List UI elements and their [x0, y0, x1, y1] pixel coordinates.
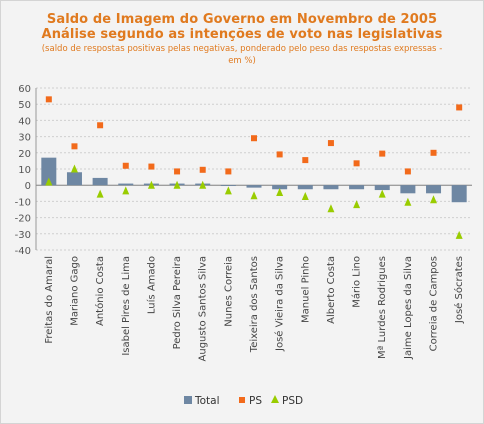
- marker-psd: [45, 177, 53, 186]
- y-tick-label: 40: [18, 116, 31, 127]
- marker-ps: [404, 168, 411, 175]
- marker-ps: [71, 143, 78, 150]
- marker-ps: [456, 104, 463, 111]
- legend-label: PS: [249, 395, 262, 407]
- x-tick-label: Isabel Pires de Lima: [121, 256, 132, 356]
- bar-total: [246, 185, 262, 188]
- bar-total: [92, 177, 108, 186]
- x-tick-label: José Vieira da Silva: [274, 256, 286, 352]
- x-tick-label: Freitas do Amaral: [44, 256, 55, 344]
- marker-ps: [225, 168, 232, 175]
- legend-label: Total: [194, 395, 220, 407]
- marker-psd: [224, 186, 232, 195]
- marker-psd: [199, 180, 207, 189]
- y-tick-label: 50: [18, 100, 31, 111]
- marker-psd: [327, 204, 335, 213]
- marker-ps: [174, 168, 181, 175]
- marker-ps: [302, 157, 309, 164]
- marker-ps: [379, 150, 386, 157]
- marker-ps: [122, 162, 129, 169]
- x-tick-label: Luís Amado: [145, 256, 157, 314]
- x-tick-label: Correia de Campos: [429, 256, 440, 351]
- legend-swatch-ps: [239, 397, 245, 403]
- marker-ps: [276, 151, 283, 158]
- y-tick-label: 0: [25, 181, 31, 192]
- x-tick-label: Jaime Lopes da Silva: [403, 256, 414, 360]
- marker-psd: [301, 192, 309, 201]
- chart-note: (saldo de respostas positivas pelas nega…: [41, 44, 443, 66]
- x-tick-label: Mª Lurdes Rodrigues: [377, 256, 388, 359]
- bar-total: [400, 185, 416, 194]
- chart-subtitle: Análise segundo as intenções de voto nas…: [41, 27, 443, 42]
- legend-swatch-psd: [271, 395, 279, 403]
- y-tick-label: -10: [15, 197, 31, 208]
- y-tick-label: -40: [15, 246, 31, 257]
- marker-psd: [353, 200, 361, 209]
- marker-psd: [70, 164, 78, 173]
- marker-psd: [276, 187, 284, 196]
- legend-swatch-total: [184, 396, 192, 404]
- marker-ps: [251, 135, 257, 142]
- y-tick-label: 10: [18, 165, 31, 176]
- x-tick-label: Manuel Pinho: [300, 256, 311, 323]
- bar-total: [297, 185, 313, 190]
- marker-ps: [327, 140, 334, 147]
- marker-psd: [96, 189, 104, 198]
- x-tick-label: Augusto Santos Silva: [198, 256, 209, 361]
- x-tick-label: Nunes Correia: [223, 256, 234, 327]
- x-tick-label: António Costa: [94, 256, 106, 326]
- legend-label: PSD: [282, 395, 303, 407]
- bar-total: [349, 185, 365, 190]
- x-tick-label: Pedro Silva Pereira: [172, 256, 183, 349]
- bar-total: [118, 183, 134, 186]
- bar-total: [272, 185, 288, 190]
- x-tick-label: Alberto Costa: [326, 256, 337, 324]
- x-tick-label: José Sócrates: [453, 256, 465, 324]
- marker-ps: [430, 149, 437, 156]
- bar-total: [374, 185, 390, 191]
- marker-psd: [430, 195, 438, 204]
- marker-psd: [122, 186, 130, 195]
- x-tick-label: Mariano Gago: [69, 256, 80, 326]
- y-tick-label: 20: [18, 149, 31, 160]
- marker-psd: [147, 180, 155, 189]
- y-tick-label: 60: [18, 84, 31, 95]
- chart-title: Saldo de Imagem do Governo em Novembro d…: [46, 12, 438, 27]
- marker-psd: [173, 180, 181, 189]
- marker-psd: [250, 191, 258, 200]
- y-tick-label: -30: [15, 230, 31, 241]
- bar-total: [220, 185, 236, 187]
- y-tick-label: -20: [15, 214, 31, 225]
- bar-total: [66, 172, 82, 186]
- bar-total: [323, 185, 339, 190]
- marker-psd: [455, 230, 463, 239]
- y-tick-label: 30: [18, 133, 31, 144]
- marker-ps: [148, 163, 155, 170]
- marker-ps: [199, 166, 206, 173]
- marker-ps: [97, 122, 104, 129]
- x-tick-label: Teixeira dos Santos: [249, 256, 260, 353]
- marker-psd: [404, 197, 412, 206]
- marker-ps: [353, 160, 360, 167]
- x-tick-label: Mário Lino: [351, 256, 363, 308]
- marker-psd: [378, 189, 386, 198]
- bar-total: [41, 157, 57, 186]
- marker-ps: [45, 96, 52, 103]
- bar-total: [426, 185, 442, 194]
- bar-total: [451, 185, 467, 203]
